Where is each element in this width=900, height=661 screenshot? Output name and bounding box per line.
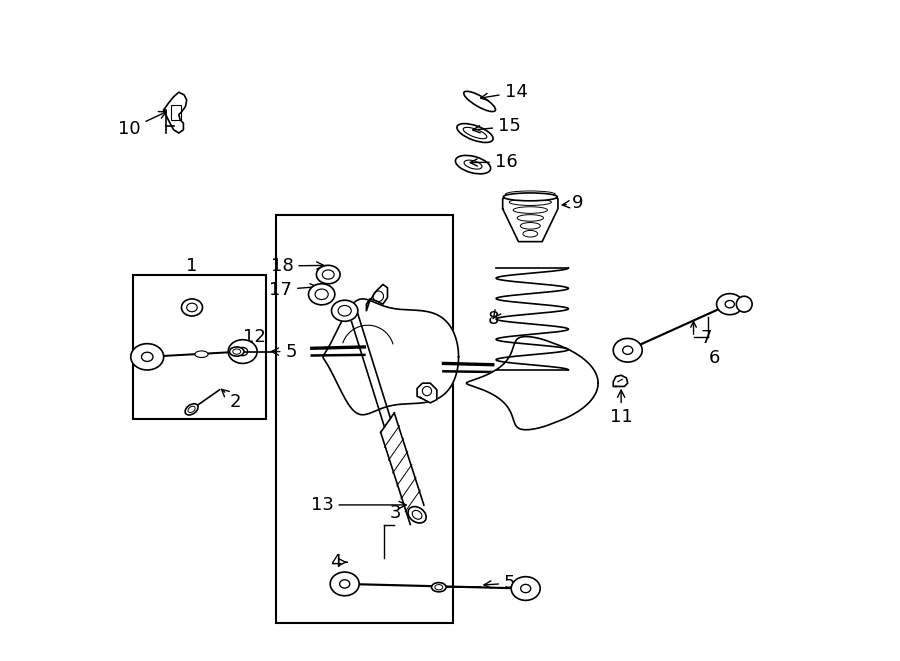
Polygon shape — [613, 375, 627, 387]
Ellipse shape — [185, 404, 198, 415]
Ellipse shape — [309, 284, 335, 305]
Bar — [275, 215, 454, 623]
Ellipse shape — [330, 572, 359, 596]
Bar — [132, 274, 266, 419]
Polygon shape — [164, 93, 186, 133]
Ellipse shape — [331, 300, 358, 321]
Polygon shape — [417, 383, 436, 403]
Ellipse shape — [408, 506, 427, 523]
Text: 8: 8 — [487, 309, 500, 328]
Text: 3: 3 — [390, 504, 400, 522]
Ellipse shape — [503, 193, 557, 201]
Text: 10: 10 — [118, 112, 166, 138]
Text: 5: 5 — [484, 574, 516, 592]
Text: 5: 5 — [271, 342, 297, 360]
Bar — [171, 105, 181, 120]
Circle shape — [736, 296, 752, 312]
Text: 15: 15 — [472, 118, 521, 136]
Ellipse shape — [511, 576, 540, 600]
Ellipse shape — [130, 344, 164, 370]
Ellipse shape — [457, 124, 493, 143]
Text: 1: 1 — [186, 257, 198, 275]
Text: 2: 2 — [221, 389, 241, 410]
Polygon shape — [366, 284, 388, 311]
Ellipse shape — [230, 347, 244, 356]
Ellipse shape — [229, 340, 257, 364]
Text: 9: 9 — [562, 194, 583, 212]
Text: 4: 4 — [330, 553, 347, 571]
Text: 18: 18 — [271, 257, 324, 275]
Text: 13: 13 — [310, 496, 406, 514]
Text: 7: 7 — [700, 329, 712, 348]
Ellipse shape — [432, 582, 446, 592]
Text: 14: 14 — [481, 83, 527, 101]
Ellipse shape — [317, 265, 340, 284]
Text: 11: 11 — [610, 390, 633, 426]
Ellipse shape — [464, 91, 496, 112]
Text: 16: 16 — [470, 153, 518, 171]
Polygon shape — [323, 299, 459, 414]
Text: 17: 17 — [269, 281, 318, 299]
Polygon shape — [466, 336, 598, 430]
Ellipse shape — [182, 299, 202, 316]
Ellipse shape — [613, 338, 643, 362]
Ellipse shape — [716, 293, 742, 315]
Text: 12: 12 — [243, 328, 266, 346]
Text: 6: 6 — [708, 349, 720, 367]
Polygon shape — [503, 194, 558, 242]
Ellipse shape — [455, 155, 490, 174]
Ellipse shape — [195, 351, 208, 358]
